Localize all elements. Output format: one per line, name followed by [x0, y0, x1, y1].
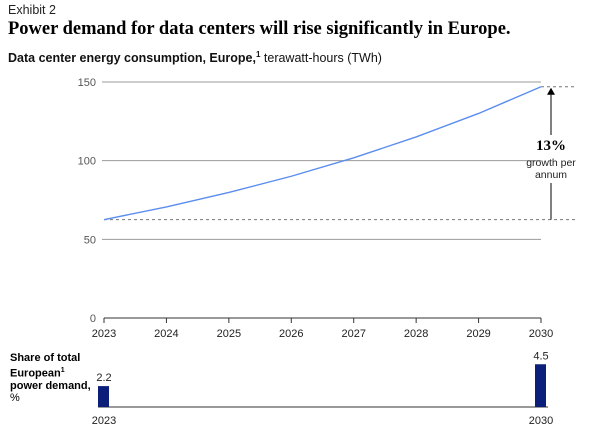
x-tick-label-2024: 2024: [154, 328, 178, 340]
subtitle-footnote: 1: [255, 50, 261, 59]
gridlines: [102, 81, 541, 240]
x-tick-label-2023: 2023: [92, 328, 116, 340]
growth-arrowhead: [547, 87, 555, 95]
share-footnote: 1: [60, 366, 65, 374]
y-tick-label-150: 150: [78, 77, 96, 89]
x-tick-label-2027: 2027: [341, 328, 365, 340]
x-tick-label-2030: 2030: [529, 328, 553, 340]
share-label-rest: power demand,: [10, 379, 91, 392]
x-tick-label-2025: 2025: [217, 328, 241, 340]
x-tick-label-2029: 2029: [466, 328, 490, 340]
y-tick-labels: 0 50 100 150: [78, 77, 96, 325]
share-year-2030: 2030: [529, 415, 553, 427]
chart-subtitle: Data center energy consumption, Europe,1…: [8, 50, 382, 65]
share-year-2023: 2023: [92, 415, 116, 427]
share-value-2030: 4.5: [533, 350, 548, 362]
share-value-2023: 2.2: [96, 372, 111, 384]
x-axis: 2023 2024 2025 2026 2027 2028 2029 2030: [92, 317, 553, 340]
series-lines: [103, 86, 575, 221]
share-bar-2030: [535, 364, 546, 407]
y-tick-label-50: 50: [84, 234, 96, 246]
growth-value: 13%: [536, 138, 566, 154]
share-unit: %: [10, 392, 20, 405]
series-line-energy: [103, 86, 542, 221]
x-tick-label-2028: 2028: [404, 328, 428, 340]
y-tick-label-0: 0: [90, 313, 96, 325]
x-tick-label-2026: 2026: [279, 328, 303, 340]
share-bars: 2.2 2023 4.5 2030: [92, 350, 553, 427]
share-label-main: Share of total European: [10, 352, 81, 380]
growth-caption-line2: annum: [535, 169, 567, 181]
growth-caption-line1: growth per: [526, 157, 576, 169]
subtitle-main: Data center energy consumption, Europe,: [8, 51, 256, 66]
chart-title: Power demand for data centers will rise …: [8, 19, 511, 39]
growth-annotation: 13% growth per annum: [526, 87, 576, 220]
y-tick-label-100: 100: [78, 156, 96, 168]
subtitle-unit: terawatt-hours (TWh): [260, 51, 382, 66]
share-bar-2023: [98, 386, 109, 407]
share-label: Share of total European1 power demand, %: [10, 352, 100, 405]
exhibit-label: Exhibit 2: [8, 3, 56, 17]
